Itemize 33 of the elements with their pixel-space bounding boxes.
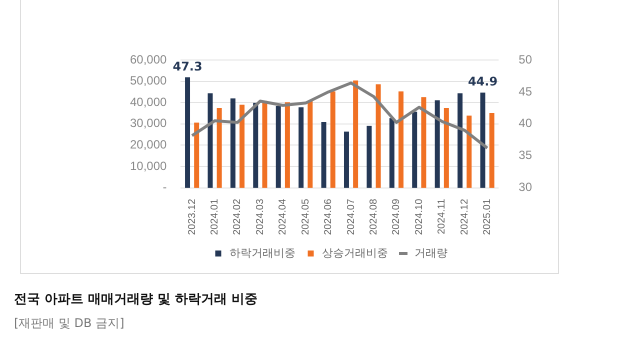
y-tick-label: 30,000 bbox=[130, 116, 168, 130]
legend-label: 거래량 bbox=[414, 248, 448, 260]
x-tick-label: 2024.04 bbox=[278, 198, 289, 236]
y-tick-label: 60,000 bbox=[130, 52, 168, 66]
legend-label: 상승거래비중 bbox=[322, 248, 388, 260]
x-tick-label: 2024.11 bbox=[436, 198, 448, 234]
x-tick-label: 2024.12 bbox=[459, 198, 470, 236]
y2-tick-label: 50 bbox=[518, 52, 532, 66]
y2-tick-label: 40 bbox=[518, 116, 532, 130]
x-tick-label: 2024.08 bbox=[368, 198, 380, 236]
y-tick-label: 10,000 bbox=[130, 158, 168, 173]
x-tick-label: 2025.01 bbox=[482, 198, 494, 236]
y2-tick-label: 45 bbox=[518, 84, 532, 98]
x-tick-label: 2024.07 bbox=[346, 198, 357, 236]
y-tick-label: - bbox=[162, 180, 167, 194]
x-tick-label: 2024.01 bbox=[210, 198, 221, 236]
y-tick-label: 50,000 bbox=[130, 74, 168, 88]
data-label: 47.3 bbox=[172, 59, 202, 74]
text: [재판매 및 DB 금지] bbox=[14, 315, 124, 332]
legend-label: 하락거래비중 bbox=[229, 248, 296, 260]
x-tick-label: 2024.02 bbox=[232, 198, 244, 236]
x-tick-label: 2024.05 bbox=[300, 198, 312, 236]
data-label: 44.9 bbox=[468, 74, 498, 89]
y-tick-label: 40,000 bbox=[130, 94, 168, 109]
y2-tick-label: 30 bbox=[518, 180, 532, 194]
x-tick-label: 2024.03 bbox=[254, 198, 266, 236]
text: 전국 아파트 매매거래량 및 하락거래 비중 bbox=[14, 291, 258, 308]
x-tick-label: 2024.09 bbox=[391, 198, 402, 236]
y2-tick-label: 35 bbox=[518, 148, 532, 162]
x-tick-label: 2023.12 bbox=[186, 198, 198, 236]
x-tick-label: 2024.10 bbox=[414, 198, 425, 236]
y-tick-label: 20,000 bbox=[130, 138, 168, 152]
x-tick-label: 2024.06 bbox=[323, 198, 334, 236]
